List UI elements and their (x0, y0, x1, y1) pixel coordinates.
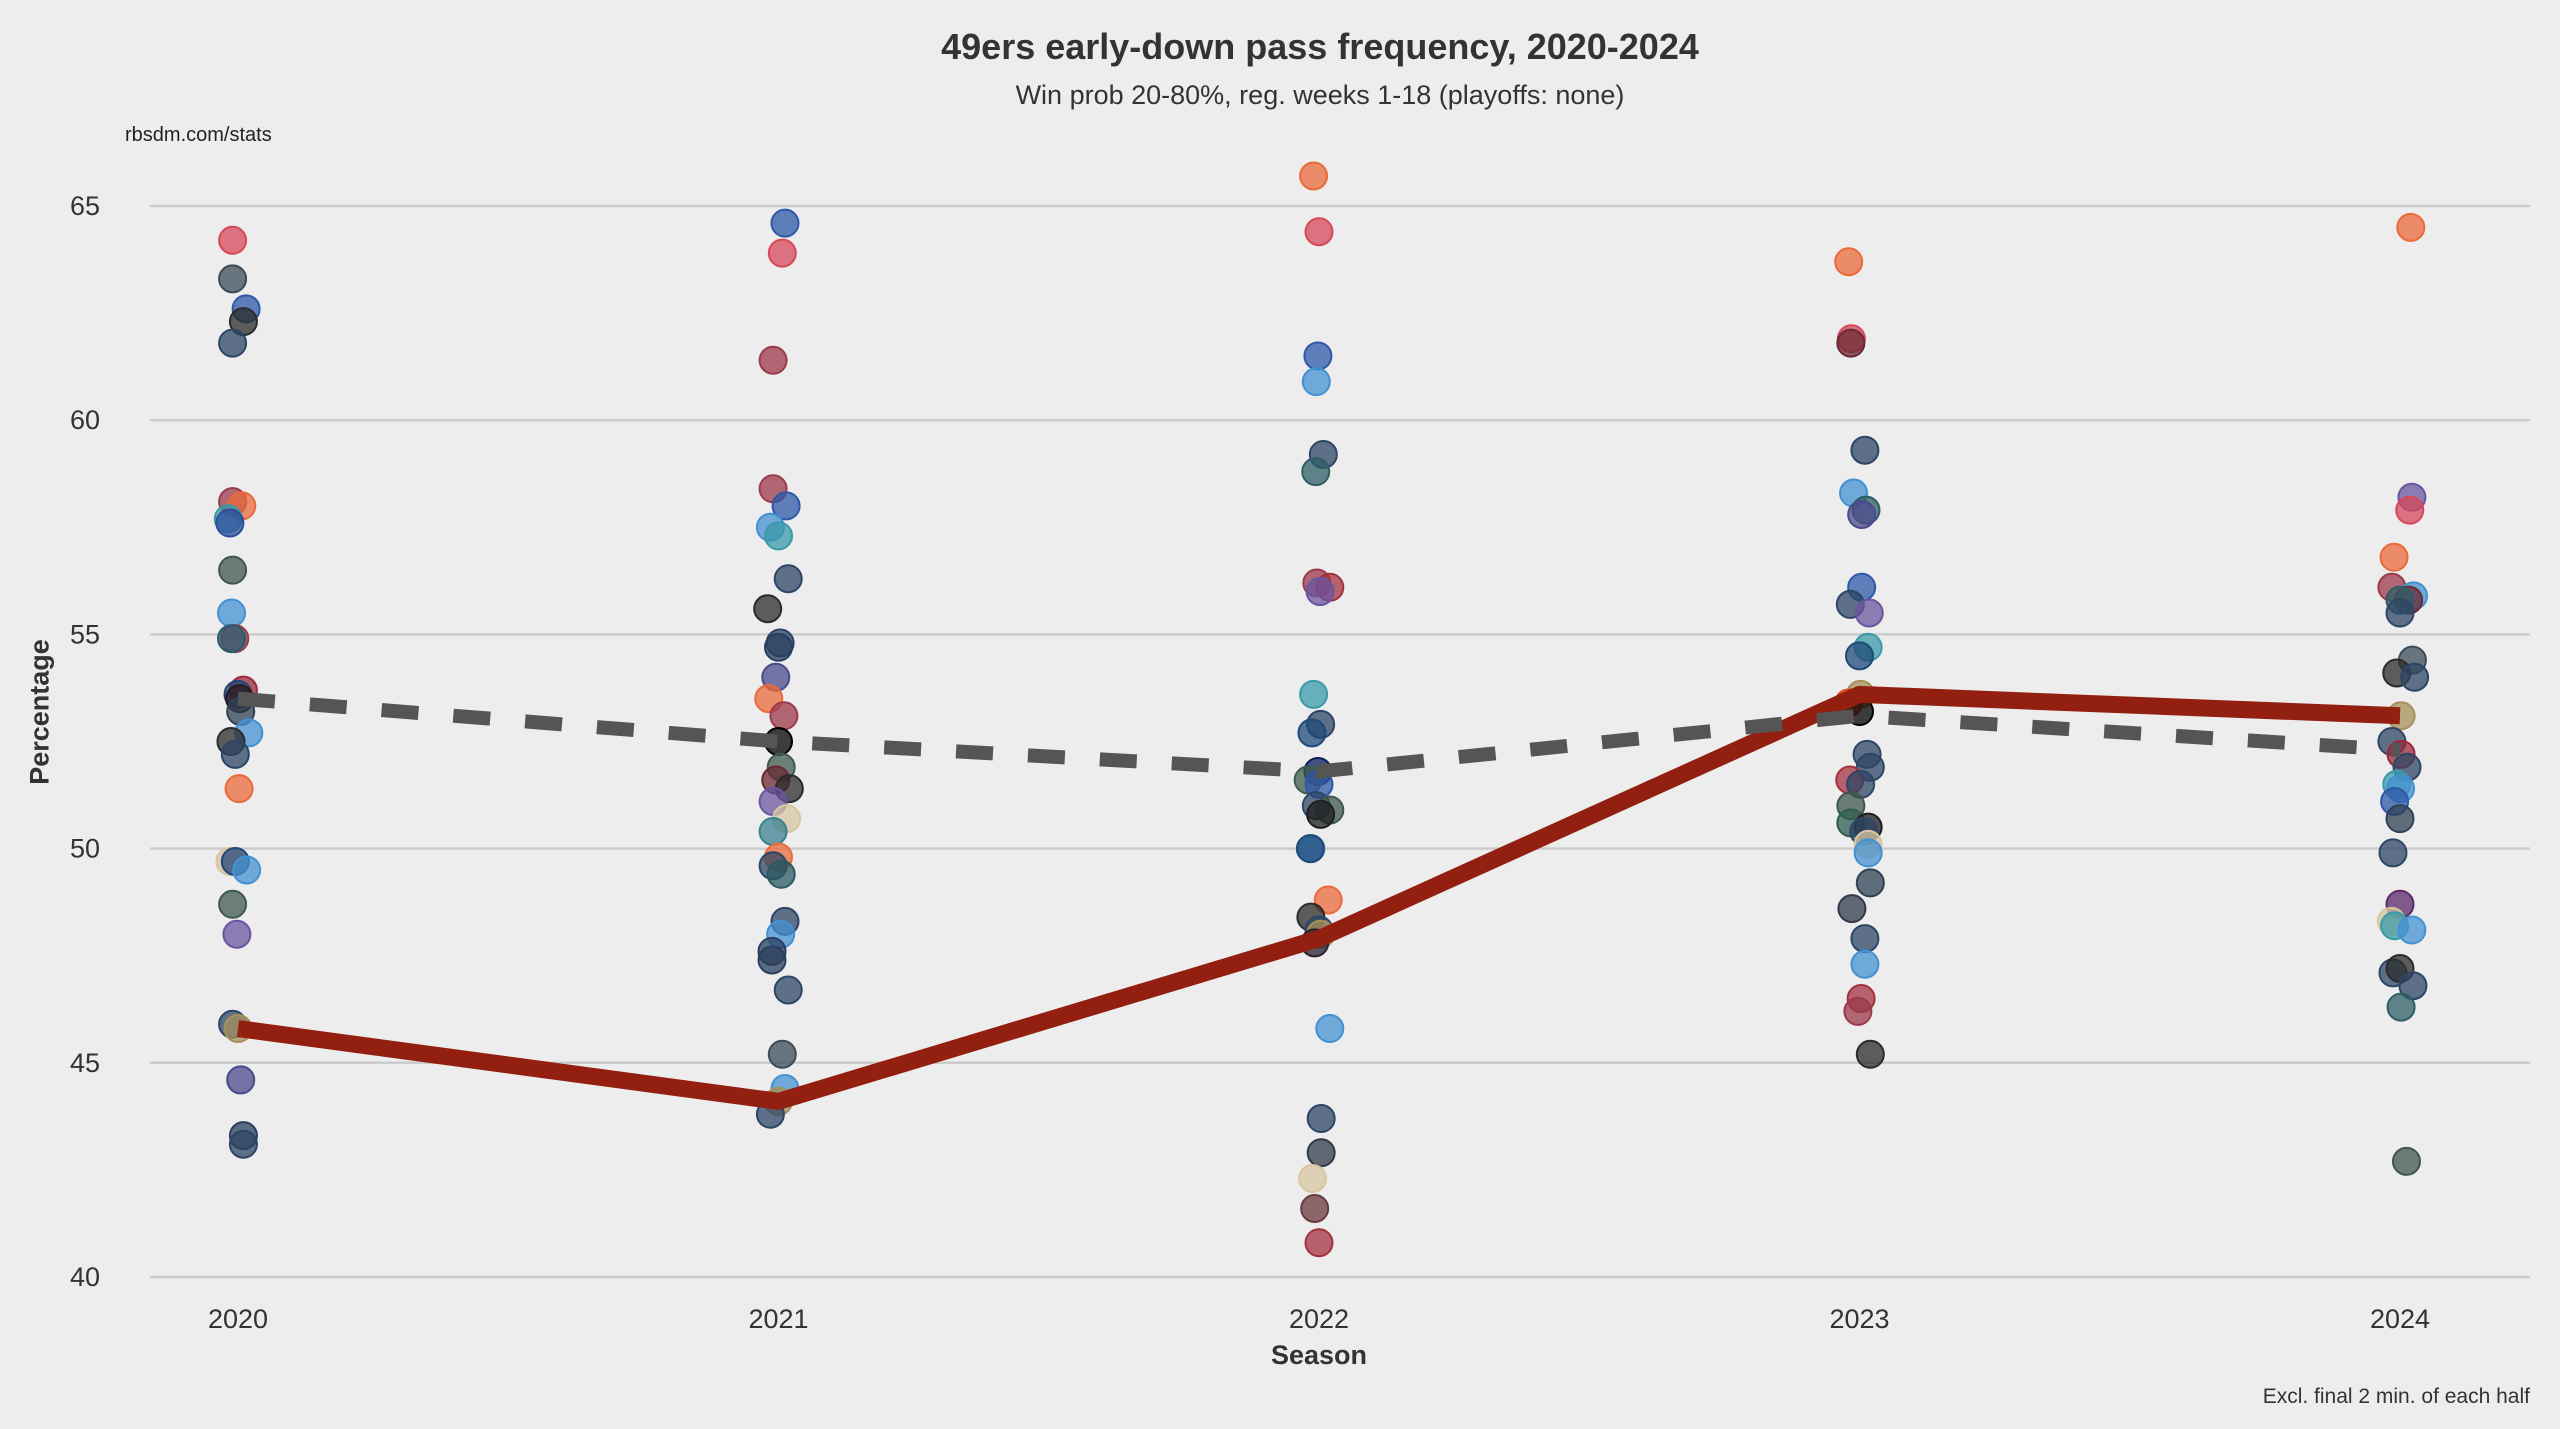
data-point (1304, 1228, 1334, 1258)
data-point (1847, 499, 1877, 529)
data-point (226, 1065, 256, 1095)
data-point (1300, 1193, 1330, 1223)
data-point (218, 555, 248, 585)
data-point (1298, 1163, 1328, 1193)
data-point (764, 632, 793, 662)
data-point (2395, 495, 2425, 525)
chart-title: 49ers early-down pass frequency, 2020-20… (941, 26, 1699, 67)
data-point (1304, 217, 1334, 247)
data-point (1297, 718, 1327, 748)
data-point (2385, 598, 2415, 628)
data-point (1299, 679, 1329, 709)
data-point (757, 945, 787, 975)
y-tick-label: 50 (70, 834, 100, 864)
data-point (1315, 1014, 1345, 1044)
data-point (764, 521, 793, 551)
data-point (1845, 641, 1874, 671)
series-lines (236, 685, 2401, 1110)
data-point (2397, 915, 2427, 945)
data-point (2378, 838, 2408, 868)
data-point (232, 855, 262, 885)
data-point (766, 859, 796, 889)
data-point (769, 701, 799, 731)
data-point (767, 238, 797, 268)
data-point (1850, 435, 1880, 465)
data-point (1850, 924, 1880, 954)
data-point (773, 975, 803, 1005)
x-tick-label: 2023 (1829, 1304, 1889, 1334)
data-point (1855, 868, 1885, 898)
data-point (2385, 804, 2415, 834)
data-point (1854, 598, 1884, 628)
data-point (1836, 328, 1866, 358)
x-tick-label: 2021 (748, 1304, 808, 1334)
data-point (1834, 247, 1864, 277)
x-tick-label: 2020 (208, 1304, 268, 1334)
data-point (1301, 457, 1331, 487)
data-point (758, 345, 788, 375)
league-average-line (237, 691, 2401, 779)
data-point (1313, 885, 1343, 915)
chart-subtitle: Win prob 20-80%, reg. weeks 1-18 (playof… (1015, 80, 1625, 110)
data-point (767, 1039, 797, 1069)
data-point (218, 225, 248, 255)
data-point (224, 774, 254, 804)
data-point (217, 598, 247, 628)
y-tick-label: 40 (70, 1262, 100, 1292)
data-point (1850, 949, 1880, 979)
data-point (1843, 996, 1873, 1026)
y-tick-label: 65 (70, 191, 100, 221)
data-point (1306, 1103, 1336, 1133)
data-point (2400, 662, 2430, 692)
data-point (1837, 894, 1867, 924)
data-point (1853, 838, 1883, 868)
data-point (228, 1129, 258, 1159)
data-point (2396, 212, 2426, 242)
data-point (1295, 834, 1325, 864)
data-point (1855, 1039, 1885, 1069)
y-tick-label: 55 (70, 619, 100, 649)
data-point (218, 264, 248, 294)
data-point (215, 508, 245, 538)
data-point (2386, 992, 2416, 1022)
data-point (2391, 1146, 2421, 1176)
data-point (1306, 799, 1336, 829)
data-point (1305, 577, 1335, 607)
data-point (1303, 341, 1333, 371)
chart-caption: Excl. final 2 min. of each half (2262, 1385, 2530, 1408)
x-axis-label: Season (1270, 1340, 1368, 1370)
data-point (773, 564, 803, 594)
y-tick-labels: 40 45 50 55 60 65 (70, 191, 100, 1292)
data-point (222, 919, 252, 949)
data-point (220, 739, 250, 769)
data-point (770, 208, 800, 238)
data-point (217, 624, 247, 654)
data-point (1306, 1138, 1336, 1168)
data-point (1301, 367, 1331, 397)
data-point (753, 594, 783, 624)
x-tick-label: 2022 (1289, 1304, 1349, 1334)
y-tick-label: 45 (70, 1048, 100, 1078)
data-point (218, 889, 248, 919)
gridlines (150, 204, 2530, 1279)
data-point (2379, 542, 2409, 572)
x-tick-labels: 2020 2021 2022 2023 2024 (208, 1304, 2430, 1334)
data-point (1299, 161, 1329, 191)
data-point (758, 816, 788, 846)
data-point (771, 491, 801, 521)
x-tick-label: 2024 (2370, 1304, 2430, 1334)
team-line (236, 685, 2401, 1110)
y-tick-label: 60 (70, 405, 100, 435)
data-point (218, 328, 248, 358)
source-note: rbsdm.com/stats (125, 124, 272, 146)
